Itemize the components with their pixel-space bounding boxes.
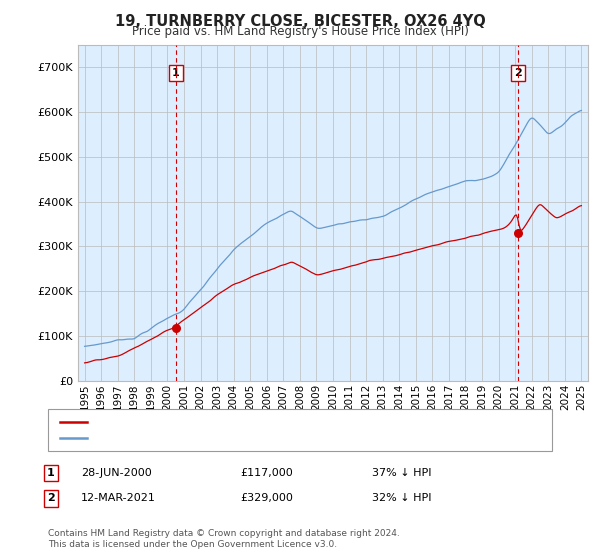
Text: 1: 1 bbox=[47, 468, 55, 478]
Point bbox=[514, 229, 523, 238]
Text: 32% ↓ HPI: 32% ↓ HPI bbox=[372, 493, 431, 503]
Text: 19, TURNBERRY CLOSE, BICESTER, OX26 4YQ (detached house): 19, TURNBERRY CLOSE, BICESTER, OX26 4YQ … bbox=[93, 417, 440, 427]
Text: Contains HM Land Registry data © Crown copyright and database right 2024.: Contains HM Land Registry data © Crown c… bbox=[48, 529, 400, 538]
Text: Price paid vs. HM Land Registry's House Price Index (HPI): Price paid vs. HM Land Registry's House … bbox=[131, 25, 469, 38]
Text: 37% ↓ HPI: 37% ↓ HPI bbox=[372, 468, 431, 478]
Text: 2: 2 bbox=[47, 493, 55, 503]
Point bbox=[171, 324, 181, 333]
Text: 28-JUN-2000: 28-JUN-2000 bbox=[81, 468, 152, 478]
Text: HPI: Average price, detached house, Cherwell: HPI: Average price, detached house, Cher… bbox=[93, 433, 343, 444]
Text: 19, TURNBERRY CLOSE, BICESTER, OX26 4YQ: 19, TURNBERRY CLOSE, BICESTER, OX26 4YQ bbox=[115, 14, 485, 29]
Text: £329,000: £329,000 bbox=[240, 493, 293, 503]
Text: 1: 1 bbox=[172, 68, 179, 78]
Text: 12-MAR-2021: 12-MAR-2021 bbox=[81, 493, 156, 503]
Text: 2: 2 bbox=[514, 68, 522, 78]
Text: £117,000: £117,000 bbox=[240, 468, 293, 478]
Text: This data is licensed under the Open Government Licence v3.0.: This data is licensed under the Open Gov… bbox=[48, 540, 337, 549]
